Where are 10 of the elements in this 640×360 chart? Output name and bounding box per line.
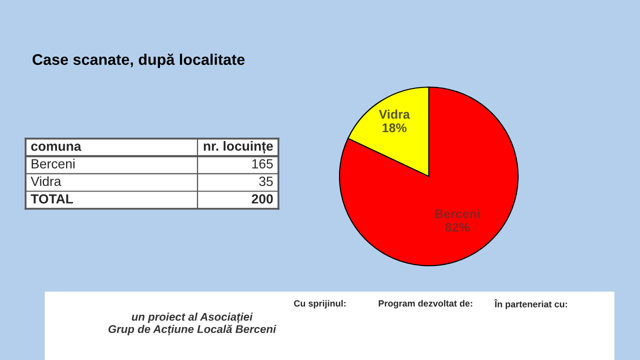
text: un proiect al Asociației Grup de Acțiune Locală Berceni [108, 312, 276, 336]
text: În parteneriat cu: [494, 299, 567, 310]
text: Case scanate, după localitate [32, 54, 245, 68]
slice-label: Berceni [435, 209, 480, 218]
data-label: 82% [445, 222, 470, 232]
text: Program dezvoltat de: [378, 300, 472, 308]
text: Cu sprijinul: [294, 300, 346, 308]
slice-label: Vidra [378, 110, 410, 119]
data-label: 18% [382, 123, 407, 132]
pie-slice [338, 86, 519, 266]
